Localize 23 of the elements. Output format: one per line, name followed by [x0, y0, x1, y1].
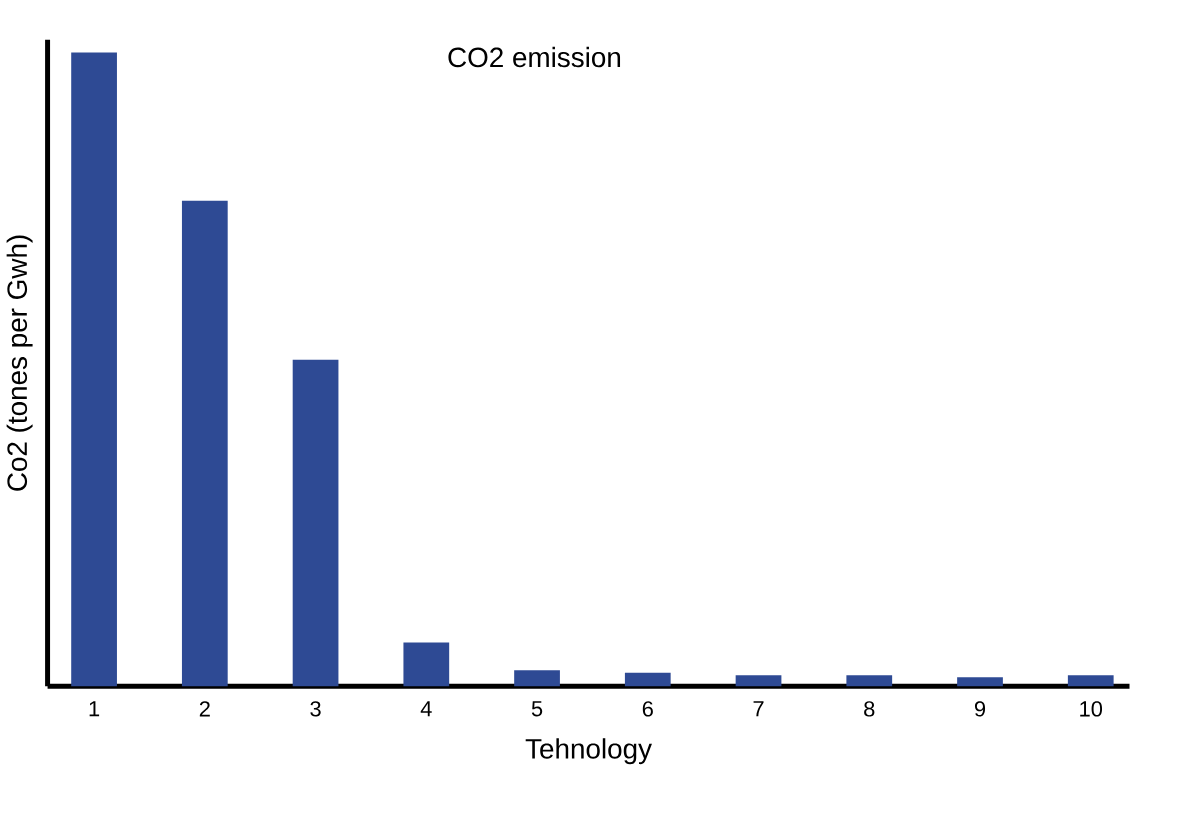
bar: [624, 672, 671, 686]
x-axis-title: Tehnology: [525, 738, 652, 764]
bar: [71, 52, 117, 686]
bar: [403, 642, 450, 686]
bar: [181, 200, 228, 686]
x-tick-label: 2: [199, 700, 210, 717]
x-tick-label: 5: [531, 700, 543, 717]
chart-title: CO2 emission: [448, 46, 621, 68]
x-tick-label: 8: [864, 700, 875, 717]
x-tick-label: 10: [1080, 700, 1103, 717]
bar: [735, 675, 782, 686]
x-tick-label: 9: [974, 700, 986, 717]
bar: [292, 359, 339, 686]
bar: [514, 670, 560, 686]
x-tick-label: 7: [753, 700, 764, 716]
x-tick-label: 6: [642, 700, 653, 717]
bar: [957, 677, 1003, 686]
y-axis-title: Co2 (tones per Gwh): [6, 235, 33, 491]
bar: [1067, 675, 1114, 686]
x-tick-label: 1: [89, 700, 100, 716]
bar: [846, 675, 893, 686]
x-tick-label: 4: [420, 700, 432, 716]
x-tick-label: 3: [310, 700, 321, 717]
